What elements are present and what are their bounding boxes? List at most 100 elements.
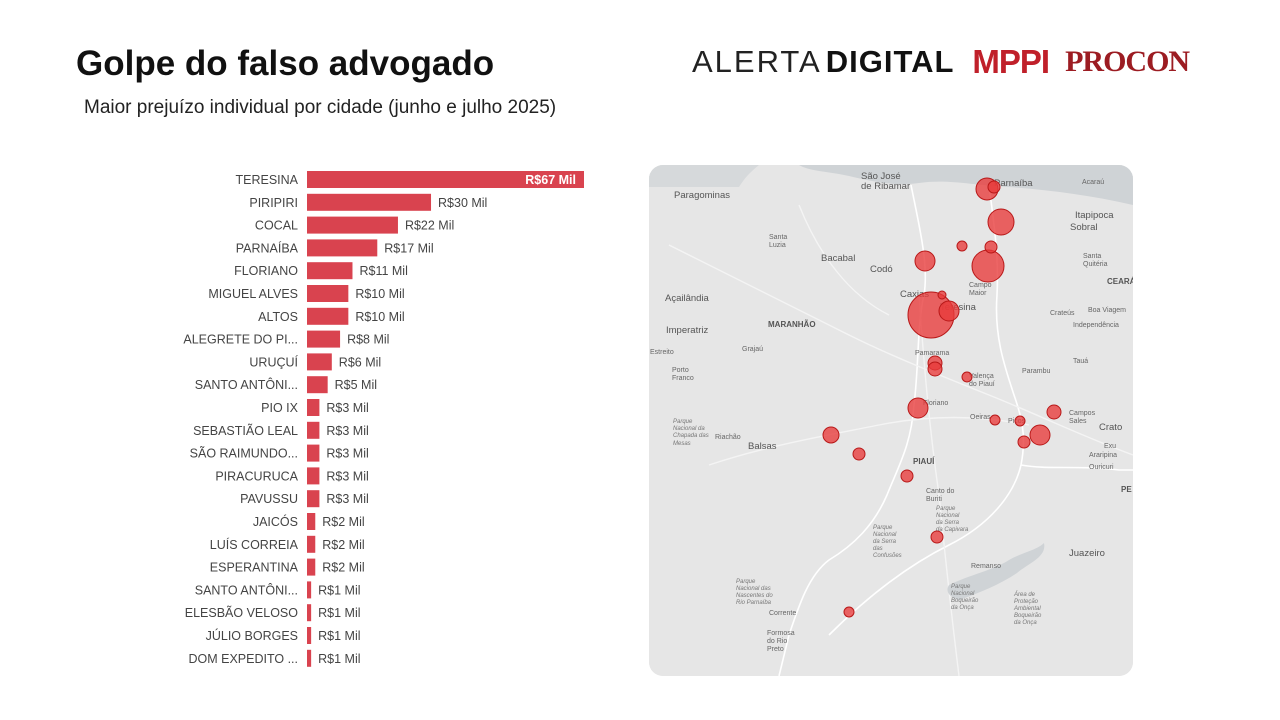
category-label: ALEGRETE DO PI... <box>183 333 298 347</box>
city-bubble[interactable] <box>852 447 866 461</box>
bar-chart: TERESINA R$67 Mil PIRIPIRI R$30 Mil COCAL R$2… <box>183 171 584 667</box>
bar[interactable] <box>307 399 320 416</box>
map-label: Buriti <box>926 496 942 503</box>
map-label: São José <box>861 171 901 182</box>
procon-logo: PROCON <box>1065 45 1190 78</box>
map-label: Chapada das <box>673 433 709 439</box>
bubble-map[interactable]: São José de Ribamar Paragominas Parnaíba Aca… <box>649 165 1133 676</box>
category-label: FLORIANO <box>234 264 298 278</box>
city-bubble[interactable] <box>989 414 1001 426</box>
category-label: PAVUSSU <box>240 492 298 506</box>
map-label: Maior <box>969 290 987 297</box>
city-bubble[interactable] <box>984 240 998 254</box>
bar[interactable] <box>307 307 349 325</box>
category-label: PIRIPIRI <box>249 196 298 210</box>
city-bubble[interactable] <box>971 249 1005 283</box>
map-label: Boa Viagem <box>1088 307 1126 314</box>
map-label: Ouricuri <box>1089 464 1114 471</box>
bar[interactable] <box>307 535 316 553</box>
city-bubble[interactable] <box>900 469 914 483</box>
bar[interactable] <box>307 444 320 462</box>
city-bubble[interactable] <box>987 208 1015 236</box>
city-bubble[interactable] <box>914 250 936 272</box>
ocean-west <box>649 165 759 187</box>
data-label: R$2 Mil <box>322 538 364 552</box>
bar[interactable] <box>307 421 320 439</box>
city-bubble[interactable] <box>822 426 840 444</box>
data-label: R$10 Mil <box>355 310 404 324</box>
map-label: Parque <box>736 579 756 585</box>
map-label: de Ribamar <box>861 181 910 192</box>
bar[interactable] <box>307 513 316 530</box>
city-bubble[interactable] <box>1014 415 1026 427</box>
map-label: Boqueirão <box>951 598 979 604</box>
map-label: Valença <box>969 373 994 380</box>
city-bubble[interactable] <box>843 606 855 618</box>
map-label: Franco <box>672 375 694 382</box>
bar[interactable] <box>307 330 341 348</box>
map-label: Oeiras <box>970 414 991 421</box>
data-label: R$1 Mil <box>318 606 360 620</box>
logo-bar: ALERTA DIGITAL MPPI PROCON <box>692 40 1190 84</box>
bar[interactable] <box>307 604 312 622</box>
map-label: Nascentes do <box>736 593 773 599</box>
category-label: LUÍS CORREIA <box>210 537 299 552</box>
city-bubble[interactable] <box>930 530 944 544</box>
city-bubble[interactable] <box>927 361 943 377</box>
map-label: Preto <box>767 646 784 653</box>
map-label: Parque <box>673 419 693 425</box>
map-label: Estreito <box>650 349 674 356</box>
data-label: R$30 Mil <box>438 196 487 210</box>
ocean <box>799 165 1133 205</box>
category-label: PIO IX <box>261 401 298 415</box>
data-label: R$2 Mil <box>322 515 364 529</box>
city-bubble[interactable] <box>961 371 973 383</box>
city-bubble[interactable] <box>1046 404 1062 420</box>
map-label: Nacional <box>873 532 897 538</box>
bar[interactable] <box>307 171 584 188</box>
map-label: Crateús <box>1050 310 1075 317</box>
category-label: SANTO ANTÔNI... <box>195 582 298 597</box>
map-label: Nacional <box>951 591 975 597</box>
bar[interactable] <box>307 376 328 394</box>
city-bubble[interactable] <box>1017 435 1031 449</box>
bar[interactable] <box>307 627 312 644</box>
map-label: Parque <box>936 506 956 512</box>
map-label: Parambu <box>1022 368 1051 375</box>
city-bubble[interactable] <box>907 397 929 419</box>
bar[interactable] <box>307 216 398 234</box>
map-label: CEARÁ <box>1107 277 1133 286</box>
data-label: R$22 Mil <box>405 219 454 233</box>
bar[interactable] <box>307 581 312 599</box>
map-label: Porto <box>672 367 689 374</box>
bar[interactable] <box>307 353 332 371</box>
map-label: Riachão <box>715 434 741 441</box>
data-label: R$8 Mil <box>347 333 389 347</box>
data-label: R$6 Mil <box>339 355 381 369</box>
bar[interactable] <box>307 467 320 485</box>
bar[interactable] <box>307 285 349 302</box>
data-label: R$1 Mil <box>318 629 360 643</box>
map-label: Caxias <box>900 289 929 300</box>
city-bubble[interactable] <box>987 180 1001 194</box>
map-label: Canto do <box>926 488 955 495</box>
map-label: Rio Parnaíba <box>736 600 772 606</box>
city-bubble[interactable] <box>956 240 968 252</box>
map-label: Araripina <box>1089 452 1117 459</box>
category-label: JÚLIO BORGES <box>206 628 298 643</box>
bar[interactable] <box>307 193 432 211</box>
bar[interactable] <box>307 239 378 257</box>
map-label: Nacional da <box>673 426 705 432</box>
map-label: Codó <box>870 264 893 275</box>
city-bubble[interactable] <box>1029 424 1051 446</box>
bar[interactable] <box>307 262 353 280</box>
bar[interactable] <box>307 490 320 508</box>
bar[interactable] <box>307 649 312 667</box>
bar[interactable] <box>307 558 316 576</box>
border-ma-pi <box>778 184 927 676</box>
city-bubble[interactable] <box>938 300 960 322</box>
map-label: Quitéria <box>1083 261 1108 268</box>
city-bubble[interactable] <box>937 290 947 300</box>
category-label: PIRACURUCA <box>215 469 298 483</box>
